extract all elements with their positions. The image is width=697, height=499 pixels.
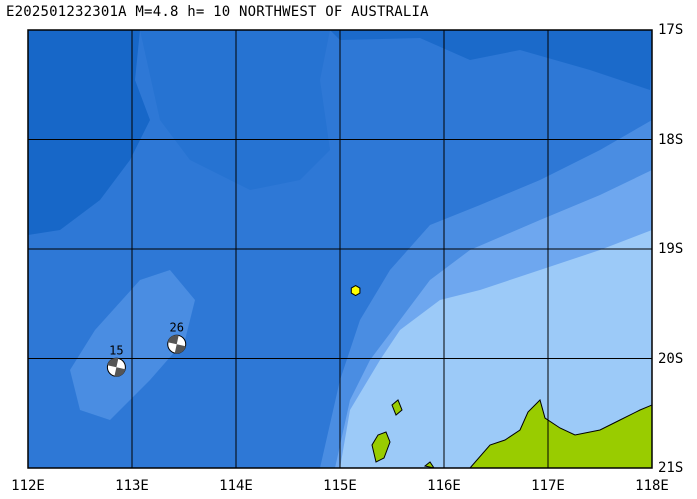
longitude-label: 115E (323, 478, 357, 494)
focal-mechanism-label: 26 (169, 320, 183, 334)
land-mainland (469, 399, 652, 468)
beachball-compression-quadrant (107, 357, 119, 368)
latitude-label: 18S (658, 131, 684, 148)
focal-mechanism-beachball[interactable]: 26 (167, 320, 187, 354)
focal-mechanisms: 26 15 (106, 320, 187, 377)
beachball-compression-quadrant (174, 344, 186, 354)
beachball-compression-quadrant (114, 367, 126, 377)
map-frame (27, 29, 653, 469)
latitude-label: 17S (658, 22, 684, 38)
latitude-label: 19S (658, 241, 684, 257)
ocean-mid-dark-patch (140, 30, 330, 190)
focal-mechanism-beachball[interactable]: 15 (106, 343, 126, 377)
page-title: E202501232301A M=4.8 h= 10 NORTHWEST OF … (6, 4, 429, 20)
graticule (28, 30, 652, 468)
ocean-deep-north (330, 30, 652, 90)
latitude-label: 21S (658, 460, 684, 476)
land-island-small-2 (423, 461, 435, 468)
longitude-label: 117E (531, 478, 565, 494)
land-island-large (371, 431, 391, 463)
longitude-label: 118E (635, 478, 669, 494)
latitude-label: 20S (658, 350, 684, 367)
land-island-small (391, 399, 403, 416)
longitude-label: 116E (427, 478, 461, 494)
beachball-compression-quadrant (167, 334, 179, 345)
longitude-label: 114E (219, 478, 253, 494)
ocean-deep-area (28, 30, 150, 235)
longitude-label: 113E (115, 478, 149, 494)
ocean-coastal-shallow (340, 230, 652, 468)
epicenter-marker[interactable] (350, 285, 361, 297)
focal-mechanism-label: 15 (109, 343, 123, 357)
longitude-label: 112E (11, 478, 45, 494)
